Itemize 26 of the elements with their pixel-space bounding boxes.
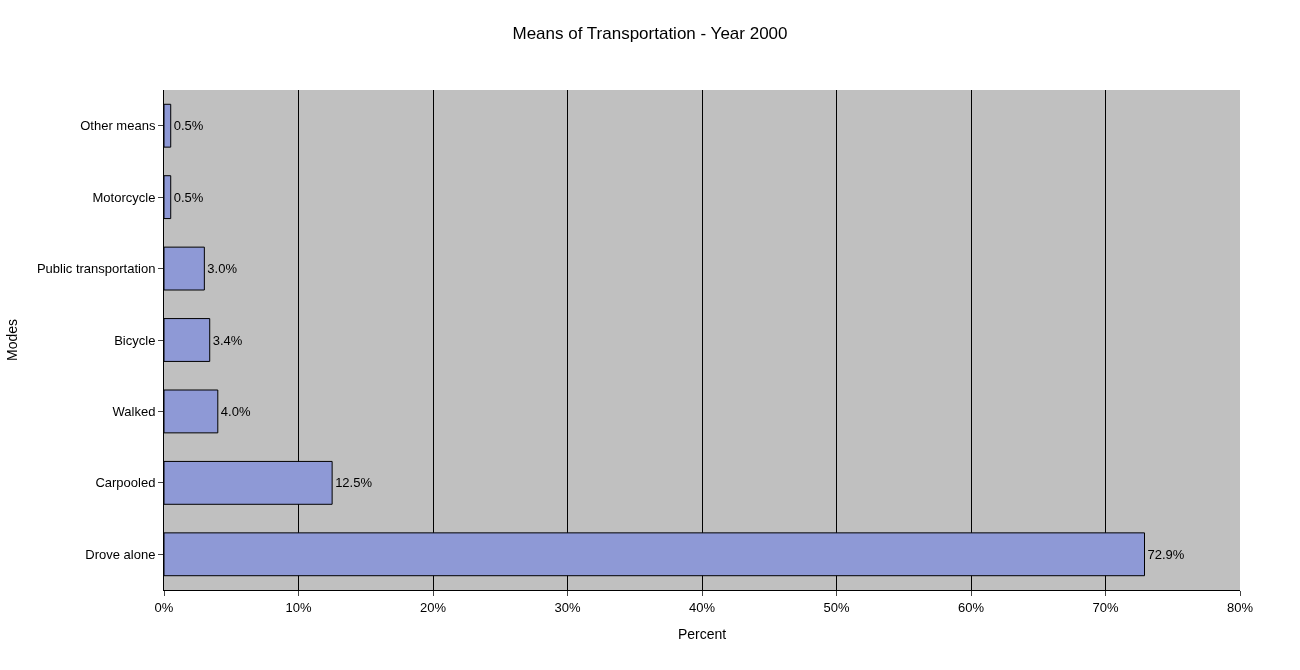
x-axis-title: Percent <box>677 625 727 642</box>
x-tick-label: 30% <box>554 599 581 615</box>
x-tick-label: 70% <box>1092 599 1119 615</box>
data-label: 72.9% <box>1147 546 1185 562</box>
data-label: 0.5% <box>173 189 204 205</box>
x-tick-label: 10% <box>285 599 312 615</box>
data-label: 3.0% <box>207 261 238 277</box>
chart-title: Means of Transportation - Year 2000 <box>512 23 788 43</box>
y-tick-label: Bicycle <box>114 332 156 348</box>
x-tick-label: 0% <box>154 599 174 615</box>
data-label: 0.5% <box>173 118 204 134</box>
data-label: 4.0% <box>220 403 251 419</box>
data-label: 3.4% <box>212 332 243 348</box>
x-tick-label: 60% <box>957 599 985 615</box>
x-tick-label: 20% <box>419 599 447 615</box>
y-axis-title: Modes <box>4 318 21 362</box>
y-tick-label: Motorcycle <box>92 189 156 205</box>
y-tick-label: Other means <box>80 118 156 134</box>
data-label: 12.5% <box>335 475 373 491</box>
y-tick-label: Drove alone <box>85 546 156 562</box>
x-tick-label: 50% <box>823 599 850 615</box>
y-tick-label: Public transportation <box>36 261 156 277</box>
y-tick-label: Walked <box>112 403 156 419</box>
y-tick-label: Carpooled <box>95 475 156 491</box>
x-tick-label: 40% <box>688 599 716 615</box>
x-tick-label: 80% <box>1226 599 1254 615</box>
